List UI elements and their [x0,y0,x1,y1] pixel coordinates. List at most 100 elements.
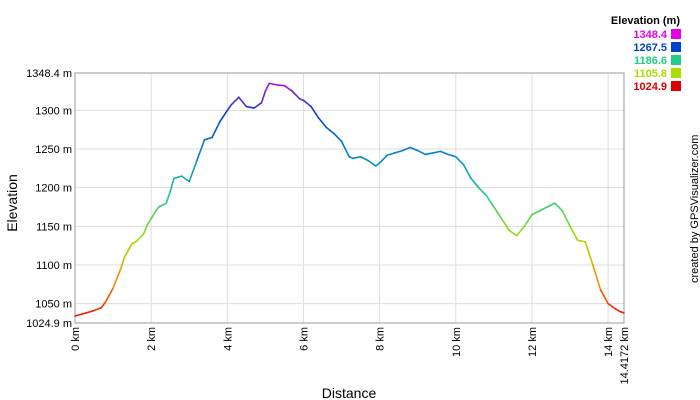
profile-segment [169,177,175,193]
profile-segment [584,240,594,266]
profile-segment [264,82,271,92]
profile-segment [493,206,503,220]
profile-segment [226,104,232,112]
legend-value: 1348.4 [633,29,668,41]
legend-swatch [671,42,681,52]
plot-frame [74,72,625,324]
profile-segment [500,217,510,231]
profile-segment [85,309,95,314]
y-tick-label: 1200 m [35,183,72,195]
profile-segment [180,175,191,183]
profile-segment [576,239,587,243]
x-tick-label: 6 km [298,327,310,351]
x-tick-label: 12 km [527,327,539,357]
y-tick-label: 1300 m [35,105,72,117]
profile-segment [546,202,556,208]
profile-segment [344,148,350,158]
profile-segment [310,105,320,119]
profile-segment [485,194,495,208]
profile-segment [260,90,267,104]
x-tick-label: 8 km [375,327,387,351]
profile-segment [462,163,472,180]
y-tick-label: 1100 m [36,260,72,272]
y-tick-label: 1050 m [35,299,72,311]
profile-segment [100,301,107,309]
profile-segment [607,302,617,310]
profile-segment [416,149,427,156]
y-tick-label: 1250 m [35,144,72,156]
profile-segment [394,149,404,154]
profile-segment [432,150,442,154]
profile-segment [454,155,465,166]
profile-segment [352,155,362,160]
profile-segment [424,152,434,156]
y-tick-label: 1024.9 m [26,318,72,330]
legend-value: 1267.5 [633,42,667,54]
profile-segment [508,229,518,237]
profile-segment [592,264,602,291]
y-axis-title: Elevation [4,174,20,232]
x-tick-label: 14.4172 km [619,327,631,384]
profile-segment [104,287,114,303]
profile-segment [599,288,609,305]
profile-segment [218,109,229,123]
legend-swatch [671,55,681,65]
y-tick-label: 1150 m [36,221,72,233]
profile-segment [253,101,263,109]
profile-segment [538,206,548,212]
profile-segment [283,84,293,92]
profile-segment [386,152,396,157]
profile-segment [333,132,343,143]
profile-segment [367,159,377,167]
legend-swatch [671,29,681,39]
grid [75,73,624,323]
profile-segment [470,177,480,189]
legend-title: Elevation (m) [611,15,680,27]
profile-segment [409,146,419,152]
y-tick-label: 1348.4 m [26,68,72,80]
profile-segment [325,126,335,135]
x-tick-label: 0 km [70,327,82,351]
profile-segment [378,154,389,164]
y-tick-labels: 1024.9 m 1050 m 1100 m 1150 m 1200 m 1250 m 13… [26,68,72,330]
profile-segment [211,121,221,139]
profile-segment [93,306,103,312]
credit-text: created by GPSVisualizer.com [689,135,700,283]
profile-segment [317,117,328,129]
x-tick-label: 10 km [451,327,463,357]
profile-segment [188,159,198,183]
profile-segment [230,96,240,106]
profile-segment [135,233,145,243]
profile-segment [157,202,168,208]
profile-segment [439,150,449,156]
x-tick-label: 4 km [222,327,234,351]
profile-segment [340,140,347,150]
legend-value: 1105.8 [634,68,667,80]
profile-segment [146,217,152,226]
profile-segment [375,162,381,167]
legend-value: 1186.6 [634,55,667,67]
legend-swatch [671,81,681,91]
profile-segment [123,242,133,259]
profile-segment [74,312,88,317]
profile-segment [173,175,183,180]
profile-segment [447,153,457,158]
profile-segment [359,155,370,162]
profile-segment [561,210,571,228]
profile-segment [302,99,312,108]
profile-segment [196,138,206,162]
profile-segment [477,186,488,197]
profile-segment [237,96,248,108]
profile-segment [515,225,526,237]
profile-segment [154,206,160,214]
x-tick-label: 14 km [603,327,615,357]
profile-segment [165,190,171,204]
profile-segment [203,136,213,141]
profile-segment [401,146,411,152]
profile-segment [531,210,541,216]
profile-segment [150,211,156,220]
profile-segment [268,82,278,86]
profile-segment [618,310,625,314]
